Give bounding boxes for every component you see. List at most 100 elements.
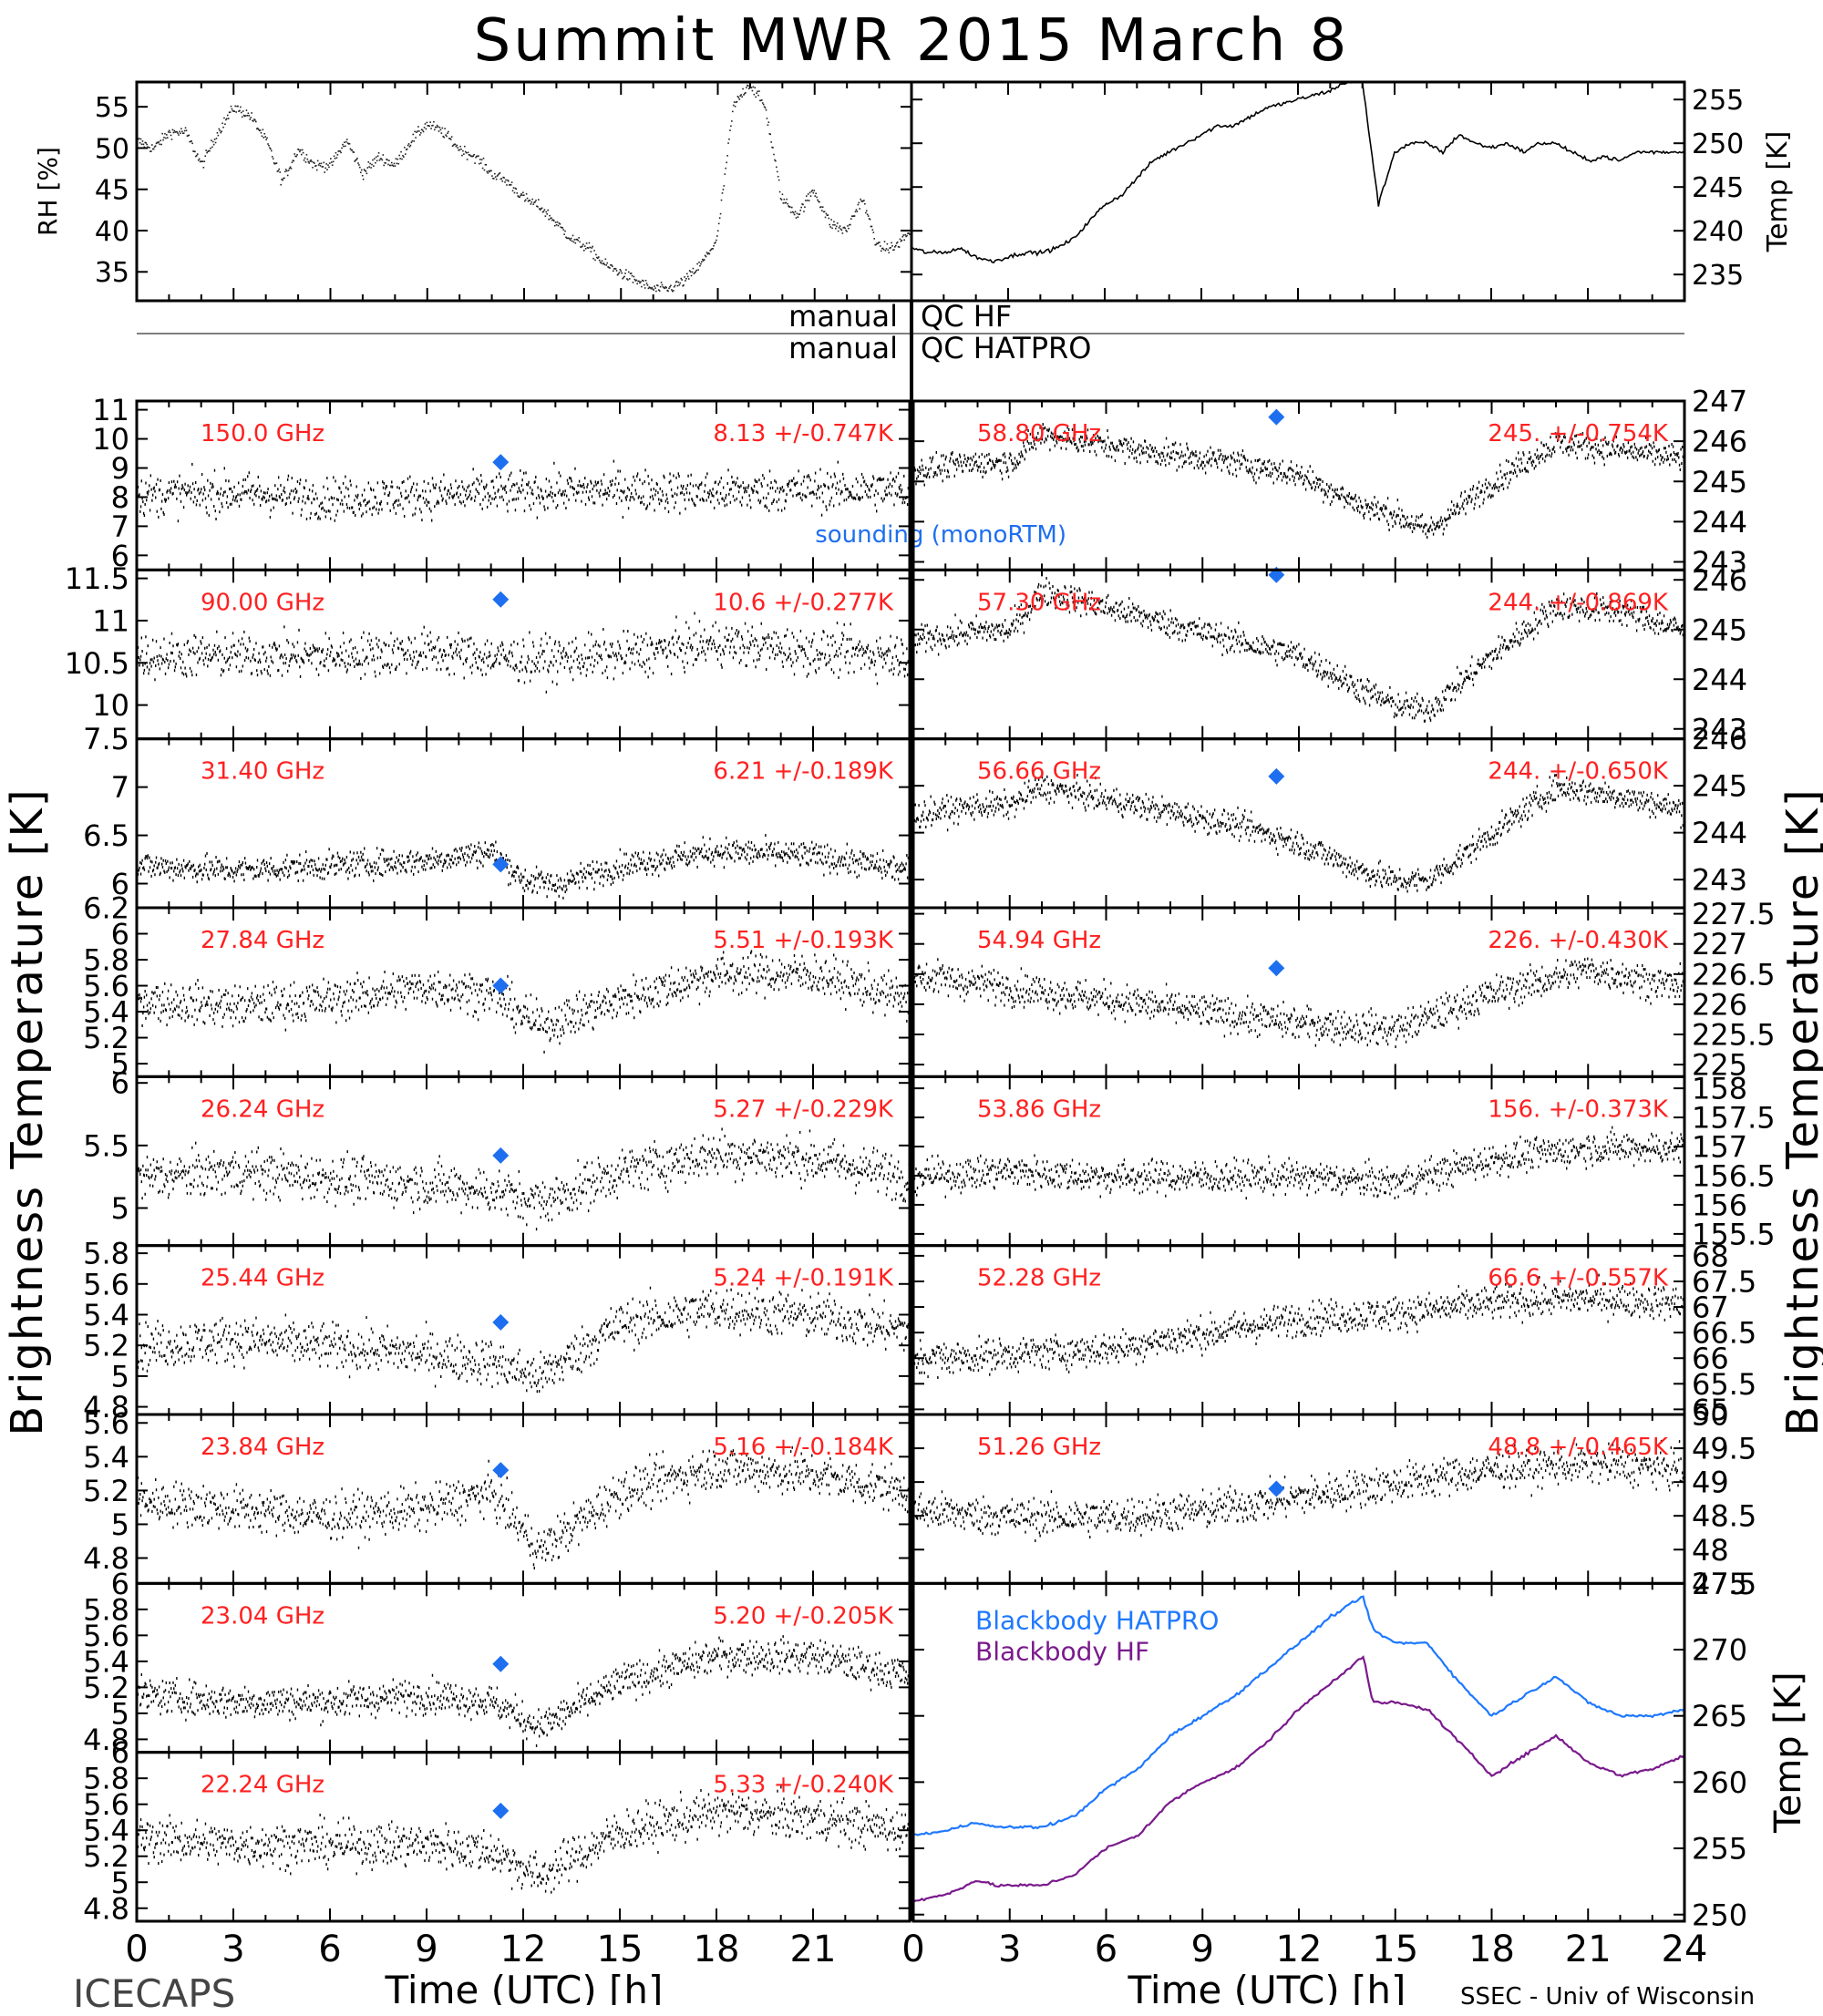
rh-point (397, 163, 398, 165)
data-point (581, 870, 582, 873)
rh-point (366, 170, 367, 172)
data-point (270, 516, 271, 519)
data-point (730, 646, 731, 649)
data-point (404, 515, 405, 518)
data-point (586, 870, 587, 873)
data-point (425, 869, 426, 871)
data-point (301, 509, 302, 511)
data-point (773, 631, 774, 633)
data-point (777, 487, 778, 489)
data-point (488, 655, 489, 658)
data-point (886, 650, 887, 653)
data-point (594, 502, 595, 505)
rh-point (159, 144, 160, 146)
data-point (324, 497, 325, 499)
data-point (153, 661, 154, 663)
data-point (583, 868, 584, 870)
data-point (421, 633, 422, 635)
data-point (191, 865, 192, 868)
data-point (871, 864, 872, 867)
rh-point (573, 242, 575, 243)
rh-point (697, 269, 699, 271)
data-point (266, 861, 267, 864)
rh-point (220, 132, 221, 134)
data-point (260, 995, 261, 998)
data-point (319, 1009, 320, 1012)
rh-point (483, 158, 485, 159)
data-point (448, 653, 449, 656)
data-point (164, 661, 165, 663)
rh-point (688, 278, 690, 280)
data-point (325, 632, 326, 634)
data-point (880, 859, 881, 861)
rh-point (265, 139, 267, 140)
data-point (856, 859, 857, 861)
data-point (372, 647, 373, 650)
data-point (365, 991, 366, 993)
data-point (665, 499, 666, 502)
data-point (829, 658, 830, 661)
data-point (276, 494, 277, 497)
data-point (572, 678, 573, 681)
data-point (427, 482, 428, 485)
rh-point (511, 181, 513, 183)
data-point (413, 651, 414, 653)
data-point (780, 856, 781, 859)
data-point (639, 663, 640, 666)
data-point (678, 854, 679, 857)
data-point (721, 845, 722, 848)
data-point (620, 849, 621, 851)
data-point (760, 649, 761, 652)
data-point (383, 666, 384, 669)
data-point (254, 1005, 255, 1008)
data-point (382, 874, 383, 877)
rh-point (891, 245, 893, 247)
data-point (641, 497, 642, 499)
rh-point (895, 245, 897, 247)
rh-point (834, 224, 836, 226)
data-point (207, 1003, 208, 1006)
data-point (827, 472, 828, 475)
data-point (546, 876, 547, 879)
data-point (215, 509, 216, 512)
data-point (190, 986, 191, 989)
data-point (523, 876, 524, 879)
data-point (236, 1005, 237, 1008)
rh-point (308, 162, 310, 164)
data-point (229, 656, 230, 659)
data-point (500, 476, 501, 478)
data-point (540, 655, 541, 658)
data-point (311, 662, 312, 664)
rh-point (893, 249, 895, 251)
data-point (741, 504, 742, 507)
data-point (374, 506, 375, 509)
rh-point (742, 88, 744, 90)
data-point (757, 644, 758, 647)
data-point (169, 1003, 170, 1005)
data-point (583, 483, 584, 486)
data-point (568, 482, 569, 485)
rh-point (356, 158, 358, 159)
stats-label: 6.21 +/-0.189K (713, 758, 894, 786)
data-point (712, 624, 713, 627)
rh-point (613, 270, 614, 272)
rh-point (575, 242, 577, 244)
rh-point (690, 272, 692, 273)
rh-point (572, 235, 574, 237)
data-point (285, 657, 286, 660)
data-point (533, 645, 534, 648)
data-point (332, 857, 333, 859)
data-point (467, 657, 468, 660)
data-point (601, 863, 602, 866)
data-point (537, 661, 538, 663)
rh-point (429, 121, 431, 123)
data-point (836, 650, 837, 653)
y-tick-label: 10 (92, 688, 129, 723)
data-point (567, 660, 568, 663)
data-point (396, 665, 397, 668)
data-point (447, 493, 448, 496)
data-point (357, 979, 358, 982)
data-point (285, 859, 286, 861)
data-point (185, 491, 186, 494)
